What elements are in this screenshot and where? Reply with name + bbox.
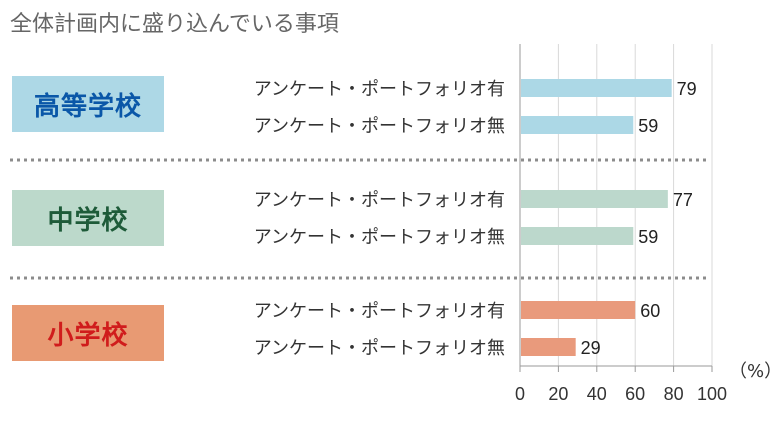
bar <box>521 116 634 134</box>
value-label: 79 <box>677 79 697 99</box>
x-tick-label: 80 <box>664 384 684 404</box>
x-tick-label: 60 <box>625 384 645 404</box>
row-label: アンケート・ポートフォリオ有 <box>254 301 505 322</box>
row-label: アンケート・ポートフォリオ無 <box>254 116 505 137</box>
x-tick-label: 0 <box>515 384 525 404</box>
value-label: 77 <box>673 190 693 210</box>
value-label: 60 <box>640 301 660 321</box>
bar <box>521 301 636 319</box>
category-label-high-school: 高等学校 <box>33 91 142 122</box>
x-tick-label: 40 <box>587 384 607 404</box>
chart-title: 全体計画内に盛り込んでいる事項 <box>10 12 339 37</box>
bar <box>521 190 668 208</box>
x-tick-label: 20 <box>548 384 568 404</box>
bar <box>521 79 672 97</box>
row-label: アンケート・ポートフォリオ無 <box>254 227 505 248</box>
value-label: 59 <box>638 116 658 136</box>
x-tick-label: 100 <box>697 384 727 404</box>
row-label: アンケート・ポートフォリオ有 <box>254 190 505 211</box>
category-box-high-school: 高等学校 <box>12 76 164 132</box>
row-label: アンケート・ポートフォリオ無 <box>254 338 505 359</box>
category-label-elementary: 小学校 <box>47 320 129 351</box>
value-label: 29 <box>581 338 601 358</box>
row-label: アンケート・ポートフォリオ有 <box>254 79 505 100</box>
category-label-junior-high: 中学校 <box>47 205 129 236</box>
unit-label: （%） <box>729 361 779 382</box>
bar <box>521 227 634 245</box>
category-box-elementary: 小学校 <box>12 305 164 361</box>
bar <box>521 338 576 356</box>
category-box-junior-high: 中学校 <box>12 190 164 246</box>
value-label: 59 <box>638 227 658 247</box>
